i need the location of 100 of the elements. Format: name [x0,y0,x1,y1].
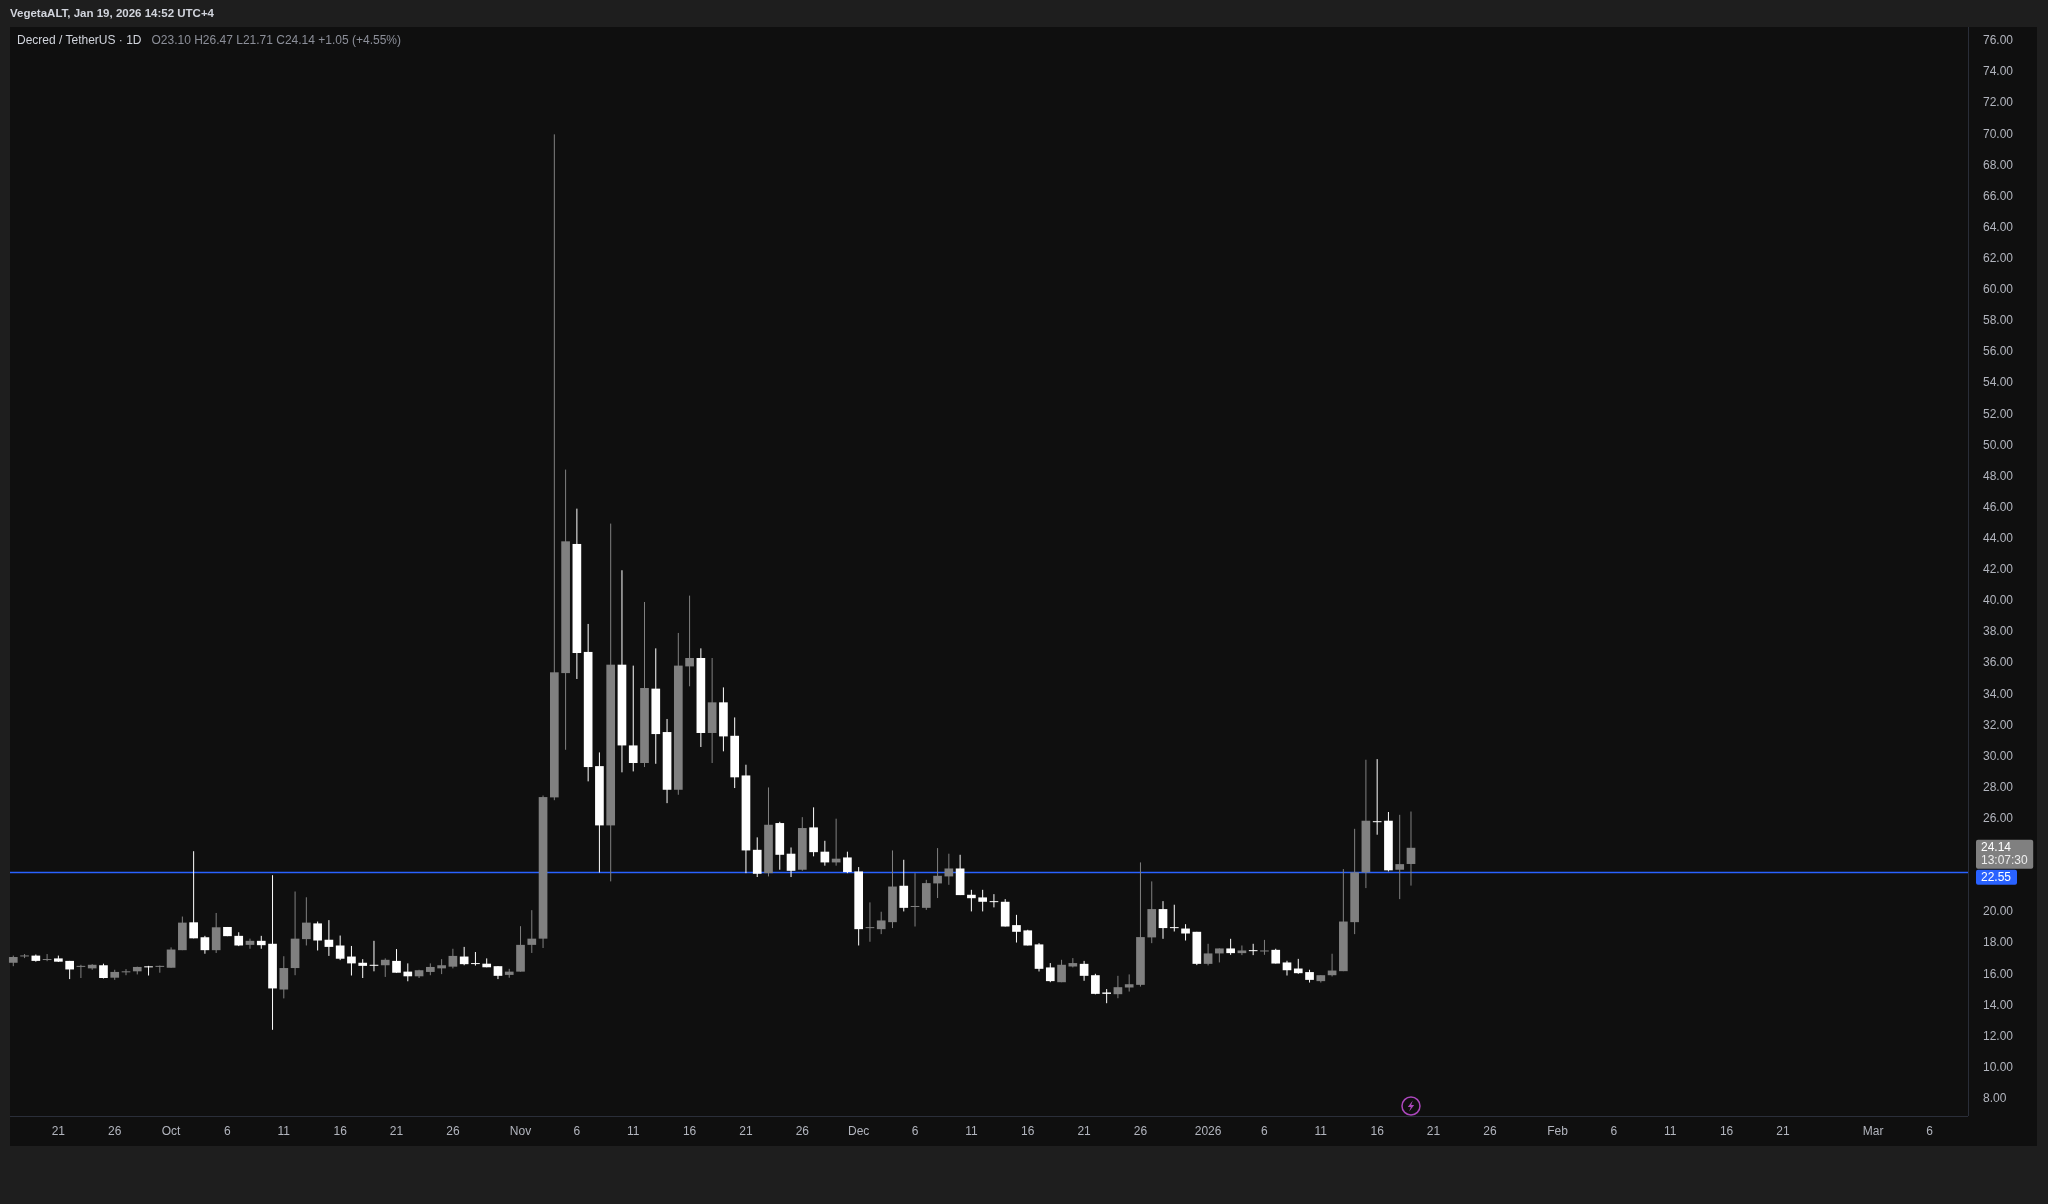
y-tick-label: 64.00 [1983,219,2014,234]
x-tick-label: 26 [1483,1124,1497,1139]
y-tick-label: 18.00 [1983,935,2014,950]
candlestick [166,946,176,969]
y-tick-label: 52.00 [1983,406,2014,421]
candlestick [899,859,909,912]
y-tick-label: 68.00 [1983,157,2014,172]
candlestick [358,958,368,979]
candlestick [448,948,458,969]
x-tick-label: 26 [446,1124,460,1139]
y-tick-label: 72.00 [1983,95,2014,110]
x-tick-label: 6 [1610,1124,1618,1139]
candlestick [1282,960,1292,977]
x-tick-label: 21 [1426,1124,1441,1139]
x-tick-label: Feb [1547,1124,1569,1139]
y-tick-label: 14.00 [1983,997,2014,1012]
candlestick [1203,943,1213,966]
y-tick-label: 16.00 [1983,966,2014,981]
candlestick [933,847,942,899]
candlestick [1079,960,1089,982]
y-tick-label: 62.00 [1983,250,2014,265]
x-tick-label: 2026 [1194,1124,1222,1139]
candlestick [843,851,852,874]
y-tick-label: 8.00 [1983,1091,2007,1106]
x-tick-label: 16 [1021,1124,1035,1139]
y-tick-label: 30.00 [1983,748,2014,763]
candlestick [1169,904,1179,932]
y-tick-label: 12.00 [1983,1028,2014,1043]
y-tick-label: 48.00 [1983,468,2014,483]
candlestick [1012,914,1021,944]
y-tick-label: 66.00 [1983,188,2014,203]
candlestick [302,896,311,946]
candlestick [786,846,796,878]
candlestick [1395,814,1405,900]
ref-line-label: 22.55 [1981,869,2012,884]
x-tick-label: 6 [1261,1124,1269,1139]
candlestick [1237,944,1247,956]
y-tick-label: 44.00 [1983,531,2014,545]
y-tick-label: 74.00 [1983,64,2014,79]
candlestick [211,912,221,954]
y-tick-label: 32.00 [1983,717,2014,732]
candlestick [471,951,480,967]
x-tick-label: 26 [795,1124,810,1139]
candlestick [1260,939,1269,956]
y-tick-label: 26.00 [1983,811,2014,826]
candlestick [313,921,322,951]
x-tick-label: 21 [1077,1124,1092,1139]
candlestick [324,919,334,957]
candlestick [685,595,694,687]
y-tick-label: 70.00 [1983,126,2014,141]
y-tick-label: 36.00 [1983,655,2014,670]
y-tick-label: 54.00 [1983,375,2014,390]
candlestick [279,955,289,999]
text: VegetaALT, Jan 19, 2026 14:52 UTC+4 [10,7,215,20]
x-tick-label: 21 [389,1124,404,1139]
y-tick-label: 60.00 [1983,282,2014,297]
x-tick-label: 11 [965,1124,978,1139]
x-tick-label: 26 [1133,1124,1148,1139]
y-tick-label: 10.00 [1983,1059,2014,1074]
x-tick-label: 21 [1776,1124,1790,1139]
candlestick [392,948,401,974]
y-tick-label: 56.00 [1983,344,2014,359]
y-tick-label: 58.00 [1983,313,2014,328]
text: O23.10 H26.47 L21.71 C24.14 +1.05 (+4.55%) [151,33,402,48]
candlestick [1248,943,1258,956]
x-tick-label: 11 [1664,1124,1677,1139]
x-tick-label: Nov [509,1124,532,1139]
candlestick [380,957,390,978]
x-tick-label: 26 [108,1124,122,1139]
candlestick [144,965,153,977]
x-tick-label: 6 [1926,1124,1934,1139]
x-tick-label: 6 [573,1124,581,1139]
candlestick [347,945,356,977]
candlestick [1158,900,1168,940]
x-tick-label: 21 [51,1124,66,1139]
candlestick [967,889,976,912]
y-tick-label: 76.00 [1983,33,2014,48]
y-tick-label: 42.00 [1983,562,2014,577]
y-tick-label: 20.00 [1983,904,2014,919]
text: 13:07:30 [1981,852,2029,867]
candlestick [1045,962,1055,983]
candlestick [978,889,987,912]
x-tick-label: Oct [161,1124,182,1139]
x-tick-label: 16 [1719,1124,1734,1139]
candlestick [245,938,255,950]
x-tick-label: Mar [1862,1124,1884,1139]
y-tick-label: 28.00 [1983,779,2014,794]
candlestick [1406,811,1416,887]
text: Decred / TetherUS · 1D [17,33,142,48]
candlestick [189,850,198,939]
x-tick-label: 6 [224,1124,232,1139]
y-tick-label: 40.00 [1983,593,2014,608]
candlestick [1372,758,1382,836]
x-tick-label: 16 [1370,1124,1385,1139]
x-tick-label: 11 [277,1124,291,1139]
candlestick [527,909,537,954]
x-tick-label: 16 [333,1124,348,1139]
x-tick-label: Dec [848,1124,870,1139]
y-tick-label: 46.00 [1983,499,2014,514]
x-tick-label: 16 [682,1124,697,1139]
